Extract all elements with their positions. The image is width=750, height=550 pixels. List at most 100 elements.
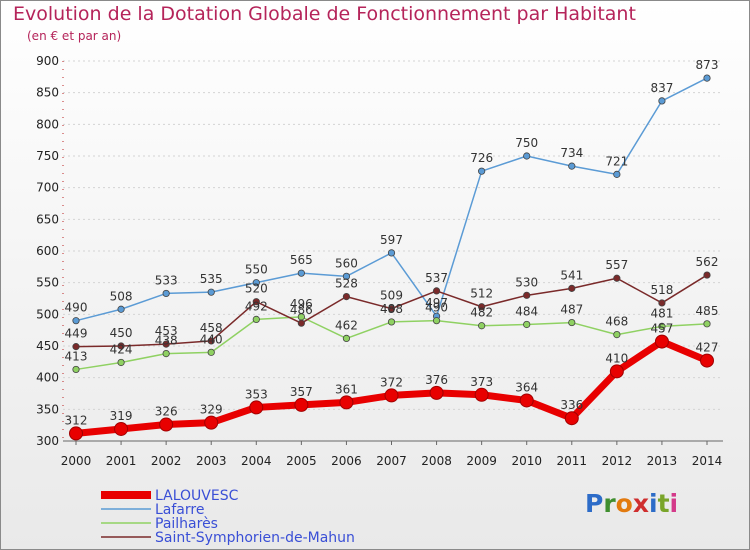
data-point <box>475 388 488 401</box>
y-axis-ticks: 300 350 400 450 500 550 600 650 700 750 800 850 900 <box>36 54 59 448</box>
y-tick-label: 800 <box>36 117 59 131</box>
data-label: 750 <box>515 136 538 150</box>
data-point <box>253 316 259 322</box>
data-point <box>433 288 439 294</box>
y-tick-label: 650 <box>36 212 59 226</box>
data-label: 449 <box>65 327 88 341</box>
data-label: 468 <box>605 315 628 329</box>
data-point <box>205 416 218 429</box>
data-point <box>478 323 484 329</box>
data-point <box>478 168 484 174</box>
data-label: 486 <box>290 303 313 317</box>
data-label: 550 <box>245 263 268 277</box>
legend: LALOUVESCLafarrePailharèsSaint-Symphorie… <box>101 488 355 546</box>
data-label: 353 <box>245 387 268 401</box>
data-label: 485 <box>696 304 719 318</box>
y-tick-label: 550 <box>36 276 59 290</box>
y-tick-label: 600 <box>36 244 59 258</box>
data-label: 373 <box>470 375 493 389</box>
data-point <box>73 317 79 323</box>
data-label: 364 <box>515 380 538 394</box>
data-point <box>163 350 169 356</box>
y-tick-label: 500 <box>36 307 59 321</box>
data-point <box>614 171 620 177</box>
data-label: 462 <box>335 318 358 332</box>
data-label: 509 <box>380 289 403 303</box>
data-point <box>524 321 530 327</box>
data-label: 597 <box>380 233 403 247</box>
x-tick-label: 2008 <box>421 454 452 468</box>
data-label: 565 <box>290 253 313 267</box>
data-label: 450 <box>110 326 133 340</box>
data-point <box>208 349 214 355</box>
data-point <box>704 321 710 327</box>
data-label: 873 <box>696 58 719 72</box>
x-tick-label: 2011 <box>557 454 588 468</box>
data-point <box>704 272 710 278</box>
data-label: 424 <box>110 342 133 356</box>
y-tick-label: 300 <box>36 434 59 448</box>
y-tick-label: 700 <box>36 181 59 195</box>
data-point <box>524 153 530 159</box>
data-label: 312 <box>65 413 88 427</box>
data-label: 357 <box>290 385 313 399</box>
data-label: 492 <box>245 299 268 313</box>
data-point <box>388 250 394 256</box>
data-point <box>388 319 394 325</box>
data-point <box>701 354 714 367</box>
data-point <box>118 306 124 312</box>
data-label: 557 <box>605 258 628 272</box>
data-label: 512 <box>470 287 493 301</box>
proxiti-logo: Proxiti <box>585 489 678 518</box>
data-point <box>565 412 578 425</box>
data-label: 482 <box>470 306 493 320</box>
data-point <box>70 427 83 440</box>
legend-label: Saint-Symphorien-de-Mahun <box>155 530 355 546</box>
data-label: 508 <box>110 289 133 303</box>
data-point <box>430 386 443 399</box>
x-tick-label: 2007 <box>376 454 407 468</box>
x-tick-label: 2001 <box>106 454 137 468</box>
data-label: 458 <box>200 321 223 335</box>
data-point <box>569 163 575 169</box>
x-tick-label: 2006 <box>331 454 362 468</box>
y-tick-label: 400 <box>36 371 59 385</box>
y-tick-label: 450 <box>36 339 59 353</box>
y-tick-label: 850 <box>36 86 59 100</box>
data-point <box>298 320 304 326</box>
x-tick-label: 2002 <box>151 454 182 468</box>
data-label: 326 <box>155 405 178 419</box>
data-label: 410 <box>605 351 628 365</box>
data-point <box>295 398 308 411</box>
data-point <box>343 335 349 341</box>
data-point <box>569 285 575 291</box>
data-point <box>343 293 349 299</box>
data-label: 528 <box>335 277 358 291</box>
data-label: 560 <box>335 256 358 270</box>
data-label: 721 <box>605 154 628 168</box>
data-label: 535 <box>200 272 223 286</box>
data-label: 518 <box>650 283 673 297</box>
data-label: 487 <box>560 303 583 317</box>
data-label: 490 <box>65 301 88 315</box>
data-point <box>524 292 530 298</box>
x-tick-label: 2010 <box>511 454 542 468</box>
x-tick-label: 2014 <box>692 454 723 468</box>
data-label: 533 <box>155 273 178 287</box>
data-point <box>610 365 623 378</box>
data-point <box>614 275 620 281</box>
data-label: 457 <box>650 322 673 336</box>
data-point <box>659 98 665 104</box>
data-label: 372 <box>380 375 403 389</box>
data-label: 520 <box>245 282 268 296</box>
data-point <box>520 394 533 407</box>
data-point <box>160 418 173 431</box>
data-label: 726 <box>470 151 493 165</box>
x-tick-label: 2004 <box>241 454 272 468</box>
x-axis-ticks: 2000 2001 2002 2003 2004 2005 2006 2007 2008 2009… <box>61 441 723 468</box>
x-tick-label: 2005 <box>286 454 317 468</box>
data-label: 336 <box>560 398 583 412</box>
data-label: 490 <box>425 301 448 315</box>
data-label: 488 <box>380 302 403 316</box>
